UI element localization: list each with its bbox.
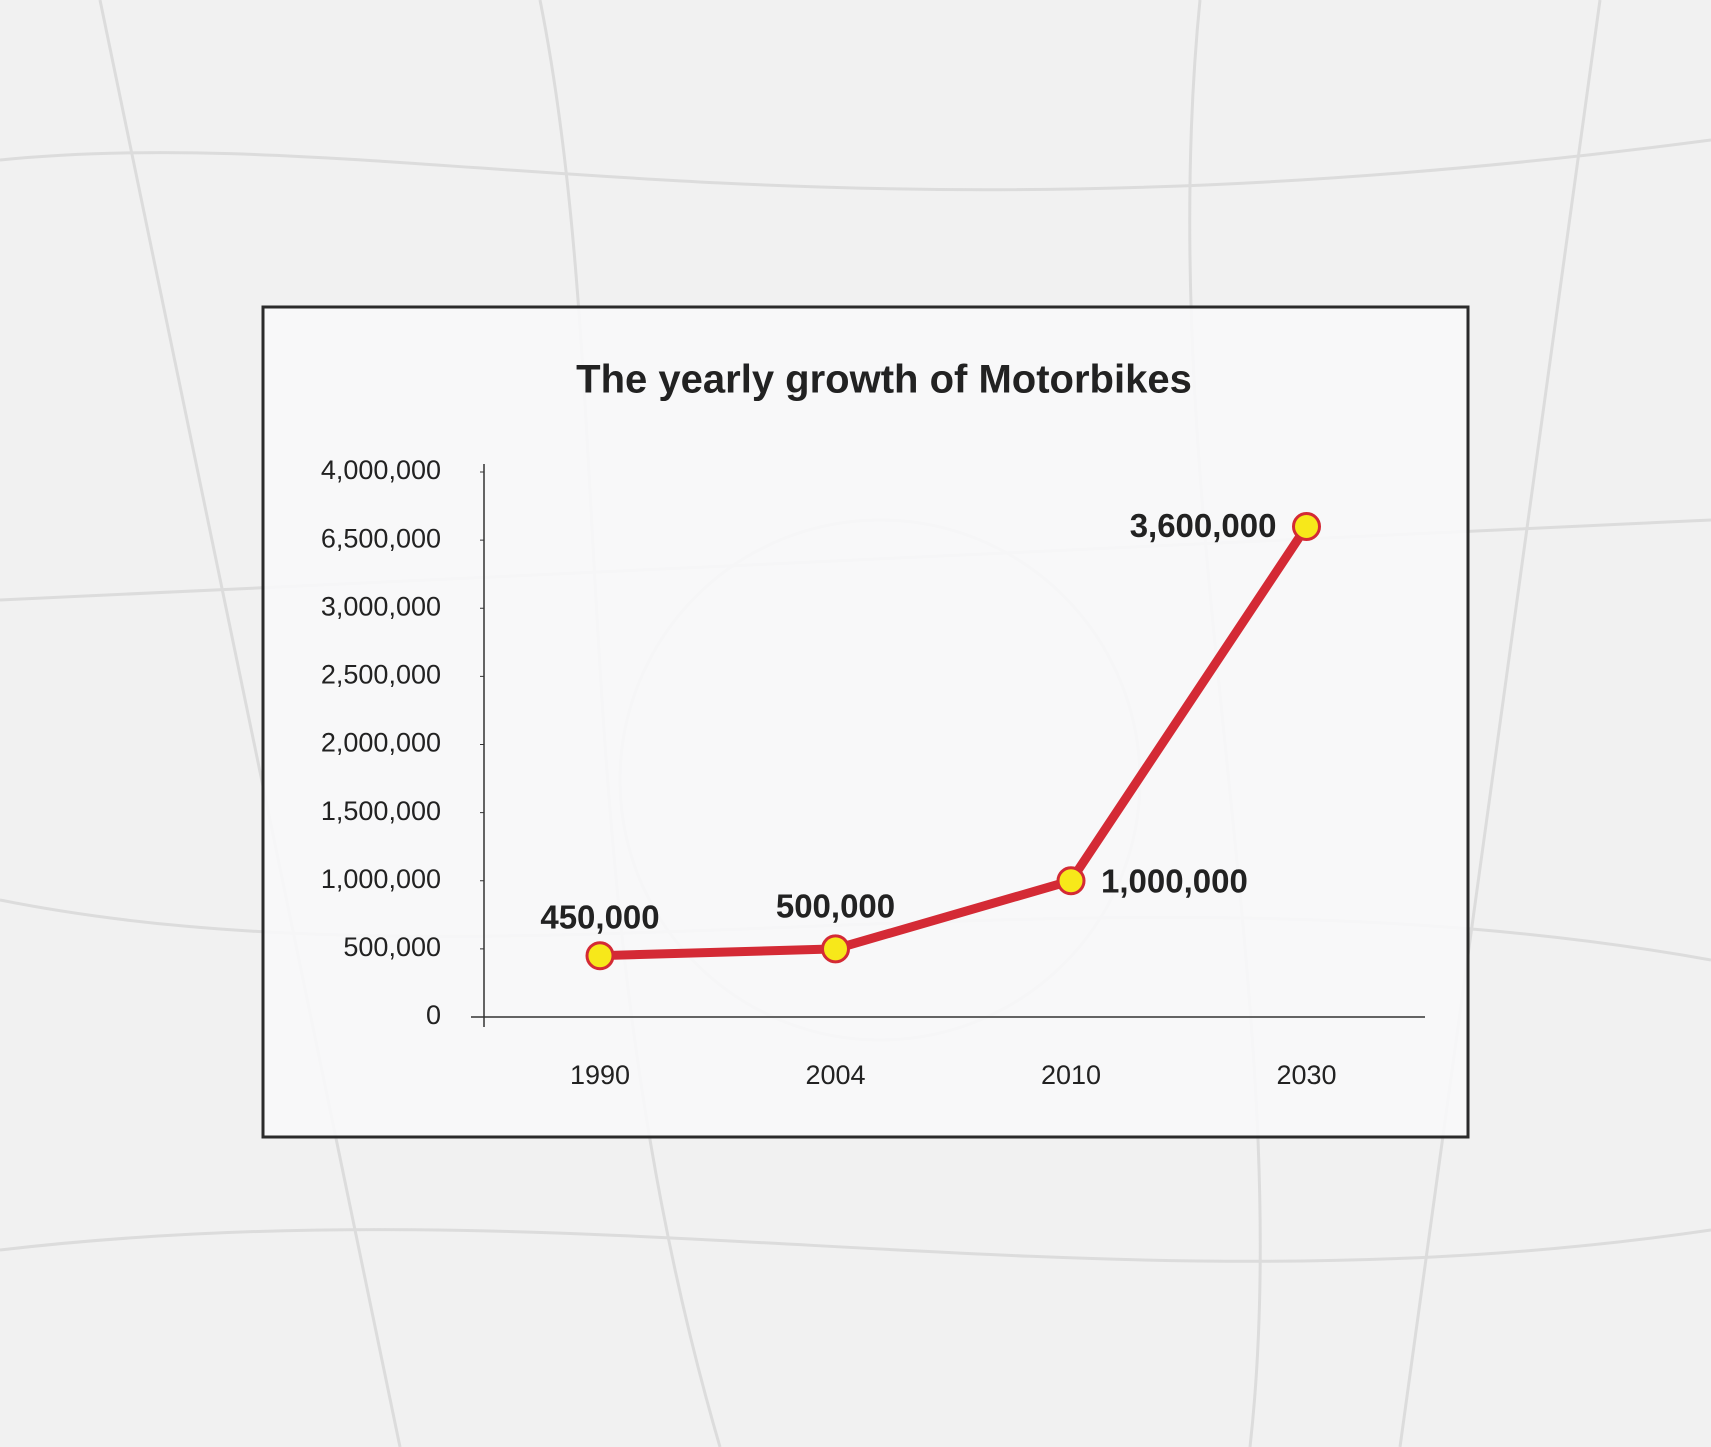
chart-title: The yearly growth of Motorbikes [576,358,1192,402]
data-label: 450,000 [540,898,659,935]
y-tick-label: 0 [426,1000,441,1030]
data-label: 500,000 [776,888,895,925]
marker [821,934,850,964]
x-tick-label: 1990 [570,1060,630,1090]
marker [585,941,615,971]
y-tick-label: 6,500,000 [321,523,441,553]
x-tick-label: 2010 [1041,1060,1101,1090]
y-tick-label: 3,000,000 [321,591,441,621]
y-tick-label: 1,000,000 [321,864,441,894]
y-tick-label: 500,000 [343,932,441,962]
y-tick-label: 2,500,000 [321,660,441,690]
y-tick-label: 1,500,000 [321,796,441,826]
marker [1292,512,1321,541]
data-label: 1,000,000 [1101,862,1248,899]
x-tick-label: 2030 [1276,1060,1336,1090]
y-tick-label: 4,000,000 [321,455,441,485]
marker [1056,866,1086,896]
y-tick-label: 2,000,000 [321,728,441,758]
data-label: 3,600,000 [1130,507,1277,544]
x-tick-label: 2004 [805,1060,865,1090]
chart-frame [261,305,1470,1139]
line [599,524,1311,961]
